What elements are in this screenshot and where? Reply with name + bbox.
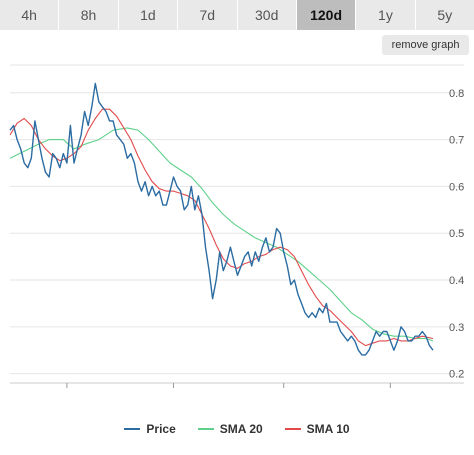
y-tick-label: 0.6 — [449, 181, 464, 193]
remove-graph-button[interactable]: remove graph — [382, 35, 469, 55]
legend-item-sma20[interactable]: SMA 20 — [197, 422, 263, 436]
tab-1d[interactable]: 1d — [118, 0, 179, 30]
tab-120d[interactable]: 120d — [296, 0, 357, 30]
chart-legend: Price SMA 20 SMA 10 — [0, 418, 474, 440]
sma10-swatch — [284, 428, 301, 430]
series-line-price — [9, 82, 434, 356]
legend-label-sma20: SMA 20 — [219, 422, 263, 436]
tab-30d[interactable]: 30d — [237, 0, 297, 30]
y-tick-label: 0.8 — [449, 88, 464, 100]
timeframe-tabs: 4h 8h 1d 7d 30d 120d 1y 5y — [0, 0, 474, 30]
series-line-sma10 — [9, 108, 434, 347]
sma20-swatch — [197, 428, 214, 430]
y-tick-label: 0.4 — [449, 275, 464, 287]
series-line-sma20 — [9, 127, 434, 342]
tab-5y[interactable]: 5y — [415, 0, 474, 30]
price-swatch — [124, 428, 141, 430]
tab-1y[interactable]: 1y — [356, 0, 416, 30]
y-tick-label: 0.2 — [449, 369, 464, 381]
legend-label-sma10: SMA 10 — [306, 422, 350, 436]
tab-8h[interactable]: 8h — [59, 0, 119, 30]
legend-item-sma10[interactable]: SMA 10 — [284, 422, 350, 436]
y-tick-label: 0.3 — [449, 322, 464, 334]
tab-7d[interactable]: 7d — [178, 0, 238, 30]
price-chart: 0.20.30.40.50.60.70.8Sep '25Oct '25Nov '… — [9, 64, 464, 388]
legend-item-price[interactable]: Price — [124, 422, 176, 436]
y-tick-label: 0.5 — [449, 228, 464, 240]
tab-4h[interactable]: 4h — [0, 0, 60, 30]
y-tick-label: 0.7 — [449, 135, 464, 147]
legend-label-price: Price — [146, 422, 176, 436]
